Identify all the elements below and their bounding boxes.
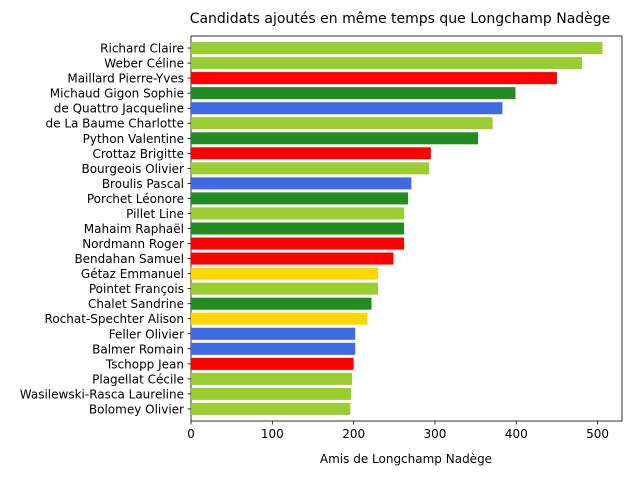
y-tick-label: Nordmann Roger — [82, 237, 184, 251]
bar — [191, 297, 372, 310]
bar — [191, 327, 356, 340]
y-tick-label: Bendahan Samuel — [74, 252, 184, 266]
bar — [191, 252, 394, 265]
y-tick-label: de Quattro Jacqueline — [54, 102, 184, 116]
y-tick-label: Tschopp Jean — [105, 357, 184, 371]
y-tick-label: Pillet Line — [126, 207, 184, 221]
bar — [191, 102, 503, 115]
bar — [191, 402, 351, 415]
y-tick-label: de La Baume Charlotte — [46, 117, 185, 131]
bar — [191, 357, 354, 370]
bar — [191, 372, 353, 385]
x-tick-label: 200 — [342, 427, 365, 441]
bar — [191, 72, 557, 85]
bar — [191, 312, 368, 325]
bar — [191, 267, 379, 280]
y-tick-label: Mahaim Raphaël — [84, 222, 184, 236]
x-axis-ticks: 0 100 200 300 400 500 — [187, 421, 609, 441]
bar — [191, 42, 603, 55]
x-tick-label: 100 — [261, 427, 284, 441]
y-tick-label: Maillard Pierre-Yves — [67, 72, 184, 86]
y-tick-label: Porchet Léonore — [87, 192, 184, 206]
y-tick-label: Broulis Pascal — [102, 177, 184, 191]
bar — [191, 177, 412, 190]
y-tick-label: Chalet Sandrine — [88, 297, 184, 311]
y-tick-label: Richard Claire — [100, 42, 184, 56]
y-tick-label: Rochat-Spechter Alison — [45, 312, 184, 326]
x-tick-label: 400 — [505, 427, 528, 441]
y-tick-label: Pointet François — [89, 282, 184, 296]
bar — [191, 147, 431, 160]
x-tick-label: 0 — [187, 427, 195, 441]
y-tick-label: Bolomey Olivier — [89, 402, 184, 416]
y-tick-label: Wasilewski-Rasca Laureline — [20, 387, 184, 401]
y-tick-label: Balmer Romain — [92, 342, 184, 356]
y-tick-label: Python Valentine — [83, 132, 184, 146]
bars — [191, 42, 603, 415]
bar — [191, 132, 479, 145]
x-tick-label: 300 — [424, 427, 447, 441]
bar — [191, 57, 583, 70]
bar — [191, 222, 405, 235]
bar — [191, 387, 352, 400]
bar — [191, 237, 405, 250]
bar — [191, 87, 516, 100]
y-tick-label: Plagellat Cécile — [92, 372, 184, 386]
bar — [191, 192, 409, 205]
bar — [191, 342, 356, 355]
bar — [191, 117, 493, 130]
x-axis-label: Amis de Longchamp Nadège — [320, 452, 492, 466]
chart-title: Candidats ajoutés en même temps que Long… — [190, 11, 611, 27]
bar — [191, 162, 430, 175]
y-tick-label: Weber Céline — [104, 57, 184, 71]
y-tick-label: Crottaz Brigitte — [92, 147, 184, 161]
y-tick-label: Bourgeois Olivier — [81, 162, 184, 176]
bar — [191, 207, 405, 220]
y-tick-label: Gétaz Emmanuel — [81, 267, 184, 281]
y-tick-label: Michaud Gigon Sophie — [50, 87, 184, 101]
bar — [191, 282, 379, 295]
y-tick-label: Feller Olivier — [109, 327, 184, 341]
x-tick-label: 500 — [586, 427, 609, 441]
